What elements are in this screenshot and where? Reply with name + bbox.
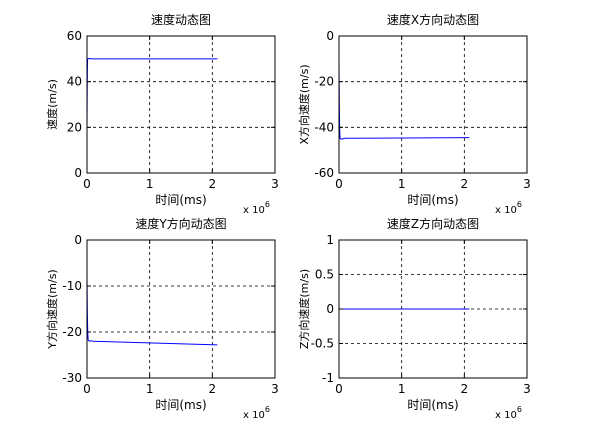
x-tick-label: 1 — [146, 382, 154, 396]
plot-area — [87, 36, 275, 173]
x-tick-label: 0 — [335, 177, 343, 191]
plot-area — [339, 36, 527, 173]
x-tick-label: 2 — [461, 177, 469, 191]
x-axis-multiplier: x 106 — [495, 405, 522, 421]
x-axis-label: 时间(ms) — [155, 193, 206, 207]
x-tick-label: 0 — [83, 382, 91, 396]
chart-title: 速度动态图 — [151, 12, 211, 27]
y-tick-label: -0.5 — [311, 337, 334, 351]
x-tick-label: 3 — [271, 382, 279, 396]
x-tick-label: 1 — [146, 177, 154, 191]
x-axis-multiplier-exponent: 6 — [517, 200, 522, 209]
y-tick-label: 1 — [326, 233, 334, 247]
x-tick-label: 2 — [209, 177, 217, 191]
x-axis-label: 时间(ms) — [407, 193, 458, 207]
y-tick-label: -40 — [314, 120, 334, 134]
y-tick-label: 0 — [74, 233, 82, 247]
y-axis-label: Y方向速度(m/s) — [45, 269, 59, 349]
x-axis-multiplier-exponent: 6 — [265, 200, 270, 209]
x-tick-label: 0 — [335, 382, 343, 396]
y-tick-label: -20 — [314, 75, 334, 89]
y-tick-label: 60 — [67, 29, 82, 43]
x-axis-multiplier-base: x 10 — [495, 205, 517, 216]
chart-title: 速度Z方向动态图 — [387, 216, 479, 231]
y-tick-label: -30 — [62, 371, 82, 385]
x-axis-label: 时间(ms) — [407, 398, 458, 412]
x-tick-label: 3 — [523, 382, 531, 396]
x-axis-multiplier-exponent: 6 — [517, 405, 522, 414]
x-tick-label: 1 — [398, 382, 406, 396]
y-tick-label: 40 — [67, 75, 82, 89]
x-axis-multiplier-base: x 10 — [243, 205, 265, 216]
y-axis-label: 速度(m/s) — [45, 79, 59, 130]
y-tick-label: 0 — [326, 29, 334, 43]
x-axis-multiplier-base: x 10 — [495, 410, 517, 421]
y-tick-label: -20 — [62, 325, 82, 339]
x-axis-multiplier: x 106 — [243, 405, 270, 421]
x-tick-label: 2 — [461, 382, 469, 396]
y-tick-label: 0.5 — [315, 268, 334, 282]
axes-box — [86, 35, 276, 174]
x-tick-label: 3 — [523, 177, 531, 191]
x-tick-label: 1 — [398, 177, 406, 191]
plot-area — [87, 240, 275, 378]
x-tick-label: 0 — [83, 177, 91, 191]
x-axis-multiplier: x 106 — [495, 200, 522, 216]
x-axis-multiplier-exponent: 6 — [265, 405, 270, 414]
y-axis-label: X方向速度(m/s) — [297, 64, 311, 144]
y-tick-label: -60 — [314, 166, 334, 180]
axes-box — [86, 239, 276, 379]
x-axis-multiplier-base: x 10 — [243, 410, 265, 421]
axes-box — [338, 35, 528, 174]
y-axis-label: Z方向速度(m/s) — [297, 269, 311, 349]
x-tick-label: 3 — [271, 177, 279, 191]
y-tick-label: -1 — [322, 371, 334, 385]
y-tick-label: 20 — [67, 120, 82, 134]
y-tick-label: 0 — [74, 166, 82, 180]
y-tick-label: -10 — [62, 279, 82, 293]
y-tick-label: 0 — [326, 302, 334, 316]
x-axis-label: 时间(ms) — [155, 398, 206, 412]
chart-title: 速度Y方向动态图 — [135, 216, 226, 231]
x-tick-label: 2 — [209, 382, 217, 396]
chart-title: 速度X方向动态图 — [387, 12, 479, 27]
x-axis-multiplier: x 106 — [243, 200, 270, 216]
